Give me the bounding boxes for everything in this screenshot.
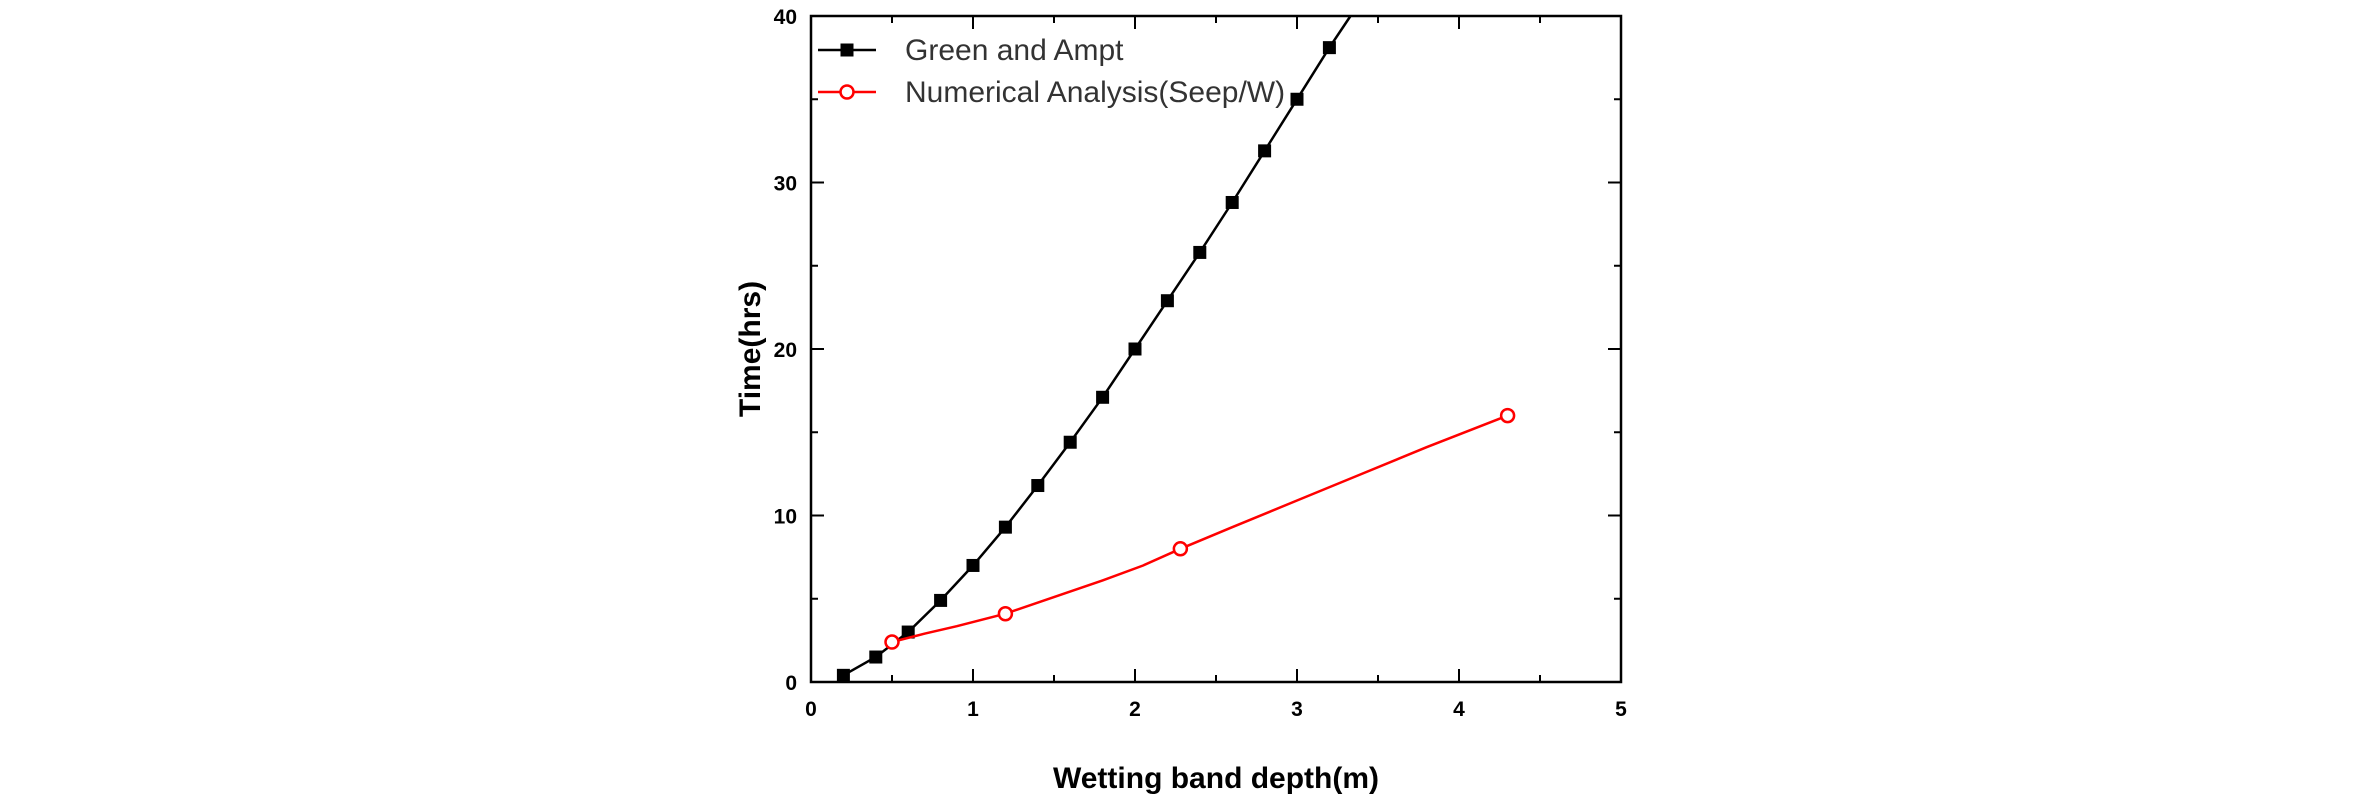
y-tick-label: 0 [785,672,797,695]
x-tick-label: 2 [1129,698,1141,721]
data-point [884,634,900,650]
data-point [1225,195,1239,209]
data-point [1193,245,1207,259]
x-tick-label: 4 [1453,698,1465,721]
data-point [1290,92,1304,106]
x-tick-label: 5 [1615,698,1627,721]
y-tick-label: 40 [774,6,797,29]
x-axis-title: Wetting band depth(m) [1053,762,1379,795]
data-point [1172,541,1189,557]
legend-entry: Numerical Analysis(Seep/W) [818,76,1285,109]
series-layer [836,15,1516,682]
series-1 [836,15,1352,682]
legend-entry: Green and Ampt [818,34,1124,67]
data-point [1499,407,1516,424]
legend-label: Numerical Analysis(Seep/W) [905,76,1285,109]
data-point [1096,390,1110,404]
series-line [891,414,1509,644]
x-axis: 0 1 2 3 4 5 [805,16,1627,721]
data-point [1322,41,1336,55]
legend-label: Green and Ampt [905,34,1124,67]
data-point [1031,479,1045,493]
data-point [836,668,850,682]
data-point [1128,342,1142,356]
y-axis-title: Time(hrs) [734,281,767,417]
y-axis: 0 10 20 30 40 [774,6,1621,695]
x-tick-label: 1 [967,698,979,721]
data-point [934,593,948,607]
legend-marker [839,84,855,100]
data-point [998,520,1012,534]
x-tick-label: 3 [1291,698,1303,721]
legend: Green and Ampt Numerical Analysis(Seep/W) [818,34,1285,109]
data-point [966,558,980,572]
plot-area [809,14,1623,684]
series-2 [884,407,1516,650]
data-point [1063,435,1077,449]
data-point [997,605,1014,622]
plot-frame [809,14,1623,684]
data-point [1258,144,1272,158]
legend-marker [840,43,854,57]
data-point [901,625,915,639]
y-tick-label: 20 [774,339,797,362]
data-point [869,650,883,664]
series-line [842,15,1352,677]
y-tick-label: 30 [774,173,797,196]
y-tick-label: 10 [774,506,797,529]
x-tick-label: 0 [805,698,817,721]
data-point [1160,294,1174,308]
